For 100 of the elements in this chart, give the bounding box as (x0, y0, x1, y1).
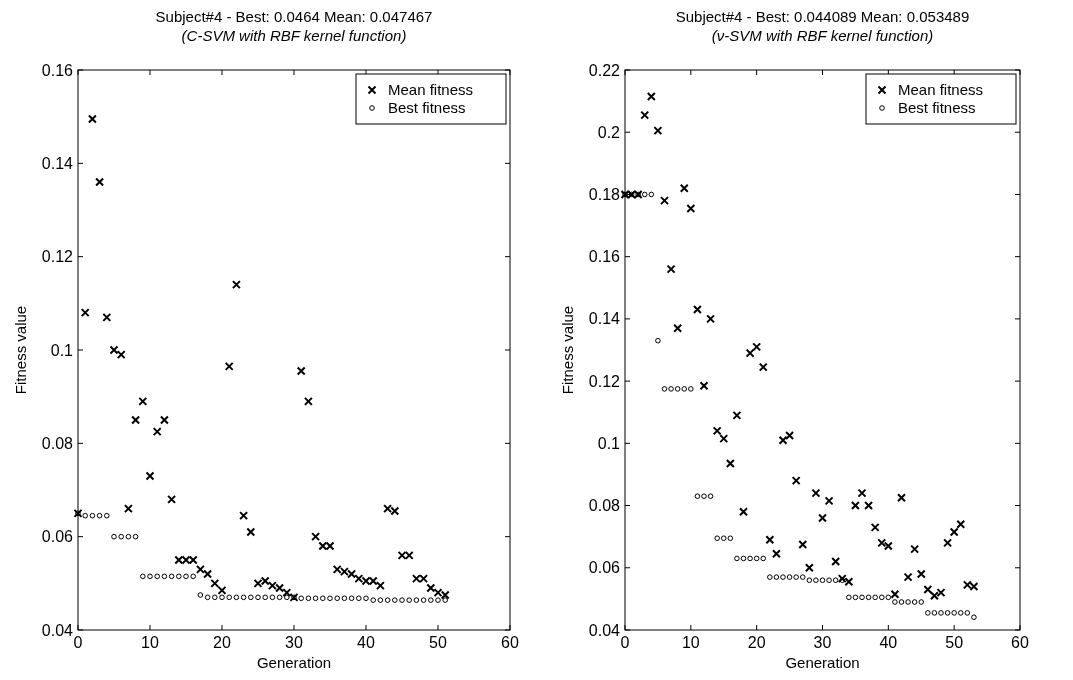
x-tick-label: 60 (1011, 634, 1029, 651)
point (765, 535, 775, 545)
point (739, 507, 748, 517)
x-tick-label: 10 (141, 634, 159, 651)
point (138, 396, 148, 406)
y-axis-title: Fitness value (559, 305, 576, 395)
point (666, 264, 676, 274)
y-tick-label: 0.2 (597, 123, 621, 141)
point (791, 476, 801, 486)
point (903, 572, 913, 582)
point (296, 366, 306, 376)
point (916, 569, 926, 579)
point (116, 350, 126, 360)
chart-title: Subject#4 - Best: 0.0464 Mean: 0.047467 (155, 8, 433, 25)
point (897, 493, 906, 503)
y-tick-label: 0.12 (588, 372, 621, 390)
y-axis-title: Fitness value (12, 305, 29, 395)
y-tick-label: 0.12 (41, 248, 74, 266)
point (217, 585, 227, 595)
point (109, 345, 119, 355)
point (785, 431, 795, 441)
point (850, 501, 860, 511)
point (699, 381, 709, 391)
point (289, 592, 299, 602)
point (159, 415, 169, 425)
x-tick-label: 10 (681, 634, 700, 651)
legend-label: Best fitness (898, 99, 976, 117)
point (646, 91, 656, 101)
x-tick-label: 0 (620, 634, 630, 651)
x-tick-label: 60 (501, 634, 519, 651)
point (910, 544, 920, 554)
y-tick-label: 0.14 (41, 154, 74, 172)
point (831, 557, 841, 567)
y-tick-label: 0.1 (597, 434, 621, 452)
x-tick-label: 50 (945, 634, 964, 651)
point (167, 494, 177, 504)
point (123, 504, 133, 514)
legend-label: Mean fitness (388, 81, 474, 99)
point (203, 569, 213, 579)
point (210, 578, 220, 588)
point (771, 549, 781, 559)
x-tick-label: 50 (429, 634, 447, 651)
point (152, 427, 162, 437)
point (870, 522, 880, 532)
x-tick-label: 40 (357, 634, 375, 651)
x-axis-title: Generation (785, 654, 860, 671)
x-tick-label: 40 (879, 634, 898, 651)
point (745, 348, 755, 358)
point (732, 410, 742, 420)
y-tick-label: 0.08 (588, 497, 621, 515)
point (824, 496, 834, 506)
point (692, 305, 702, 315)
point (303, 396, 313, 406)
point (949, 527, 959, 537)
y-tick-label: 0.14 (588, 310, 621, 328)
point (923, 585, 933, 595)
point (224, 361, 234, 371)
chart-title: Subject#4 - Best: 0.044089 Mean: 0.053489 (675, 8, 970, 25)
point (231, 280, 241, 290)
point (95, 177, 105, 187)
point (660, 196, 669, 206)
point (778, 435, 788, 445)
point (956, 519, 966, 529)
point (673, 323, 683, 333)
y-tick-label: 0.04 (588, 621, 621, 639)
x-tick-label: 30 (285, 634, 303, 651)
point (73, 508, 83, 518)
legend-label: Best fitness (388, 99, 466, 117)
point (679, 183, 689, 193)
point (640, 110, 650, 120)
point (246, 527, 256, 537)
point (282, 588, 292, 598)
x-axis-title: Generation (256, 654, 332, 671)
point (712, 426, 722, 436)
y-tick-label: 0.04 (41, 621, 74, 639)
point (239, 511, 249, 521)
y-tick-label: 0.06 (41, 528, 74, 546)
point (725, 459, 735, 469)
y-tick-label: 0.22 (588, 61, 621, 79)
x-tick-label: 20 (213, 634, 231, 651)
point (195, 564, 205, 574)
point (131, 415, 141, 425)
x-tick-label: 20 (747, 634, 766, 651)
x-tick-label: 30 (813, 634, 832, 651)
point (719, 434, 729, 444)
y-tick-label: 0.16 (41, 61, 74, 79)
y-tick-label: 0.08 (41, 434, 74, 452)
chart-subtitle: (ν-SVM with RBF kernel function) (711, 27, 934, 44)
point (311, 532, 321, 542)
point (145, 471, 155, 481)
point (87, 114, 97, 124)
point (818, 513, 827, 523)
y-tick-label: 0.16 (588, 248, 621, 266)
point (426, 583, 436, 593)
point (798, 539, 808, 549)
point (80, 308, 90, 318)
point (890, 589, 900, 599)
y-tick-label: 0.18 (588, 186, 621, 204)
point (857, 488, 867, 498)
legend-label: Mean fitness (898, 81, 984, 99)
